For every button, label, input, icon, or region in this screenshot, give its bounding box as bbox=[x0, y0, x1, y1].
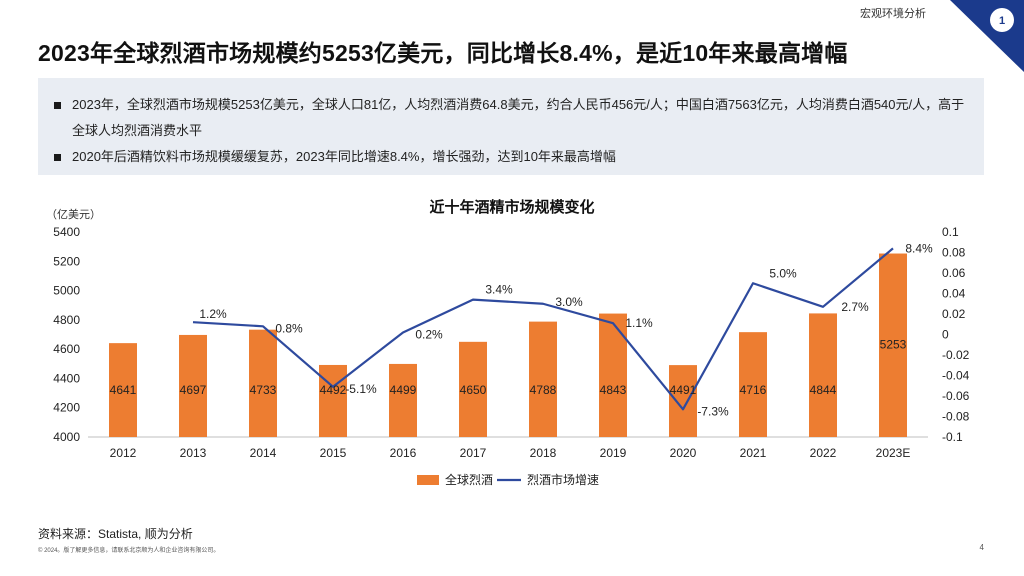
summary-bullet-1: 2023年，全球烈酒市场规模5253亿美元，全球人口81亿，人均烈酒消费64.8… bbox=[54, 92, 966, 144]
y-tick-label-7: 5400 bbox=[53, 225, 80, 239]
y2-tick-label-4: -0.02 bbox=[942, 348, 970, 362]
bar-value-label-2016: 4499 bbox=[390, 383, 417, 397]
bar-2018 bbox=[529, 321, 557, 437]
x-tick-label-11: 2023E bbox=[876, 446, 911, 460]
bar-value-label-2012: 4641 bbox=[110, 383, 137, 397]
bar-2022 bbox=[809, 313, 837, 437]
y2-tick-label-10: 0.1 bbox=[942, 225, 959, 239]
badge-circle bbox=[990, 8, 1014, 32]
y-tick-label-3: 4600 bbox=[53, 342, 80, 356]
growth-line bbox=[192, 247, 894, 411]
y2-tick-label-8: 0.06 bbox=[942, 266, 966, 280]
y-tick-label-0: 4000 bbox=[53, 430, 80, 444]
x-tick-label-7: 2019 bbox=[600, 446, 627, 460]
x-tick-label-2: 2014 bbox=[250, 446, 277, 460]
bar-value-label-2015: 4492 bbox=[320, 383, 347, 397]
page-corner-badge: 1 bbox=[950, 0, 1024, 72]
bar-2017 bbox=[459, 341, 487, 437]
legend-swatch-bar bbox=[417, 475, 439, 485]
legend-label-bar: 全球烈酒 bbox=[445, 472, 493, 487]
bar-value-label-2021: 4716 bbox=[740, 383, 767, 397]
y2-tick-label-6: 0.02 bbox=[942, 307, 966, 321]
summary-bullet-2: 2020年后酒精饮料市场规模缓缓复苏，2023年同比增速8.4%，增长强劲，达到… bbox=[54, 144, 966, 170]
bar-2016 bbox=[389, 363, 417, 437]
bar-2019 bbox=[599, 313, 627, 437]
copyright-note: © 2024。版了解更多信息，请联系北京顺为人和企业咨询有限公司。 bbox=[38, 548, 220, 554]
bar-value-label-2013: 4697 bbox=[180, 383, 207, 397]
bar-value-label-2014: 4733 bbox=[250, 383, 277, 397]
y2-tick-label-3: -0.04 bbox=[942, 369, 970, 383]
growth-value-label-2019: 1.1% bbox=[625, 316, 653, 330]
bar-value-label-2019: 4843 bbox=[600, 383, 627, 397]
x-tick-label-0: 2012 bbox=[110, 446, 137, 460]
x-tick-label-10: 2022 bbox=[810, 446, 837, 460]
y2-tick-label-1: -0.08 bbox=[942, 410, 970, 424]
growth-value-label-2014: 0.8% bbox=[275, 321, 303, 335]
bar-value-label-2018: 4788 bbox=[530, 383, 557, 397]
y-tick-label-5: 5000 bbox=[53, 284, 80, 298]
y2-tick-label-0: -0.1 bbox=[942, 430, 963, 444]
bar-2012 bbox=[109, 343, 137, 437]
growth-value-label-2016: 0.2% bbox=[415, 327, 443, 341]
bar-2020 bbox=[669, 365, 697, 437]
growth-value-label-2021: 5.0% bbox=[769, 266, 797, 280]
y2-tick-label-7: 0.04 bbox=[942, 287, 966, 301]
y2-tick-label-2: -0.06 bbox=[942, 389, 970, 403]
y-tick-label-6: 5200 bbox=[53, 254, 80, 268]
bar-value-label-2023E: 5253 bbox=[880, 338, 907, 352]
bar-2014 bbox=[249, 329, 277, 437]
y-tick-label-4: 4800 bbox=[53, 313, 80, 327]
bar-2015 bbox=[319, 364, 347, 437]
growth-value-label-2017: 3.4% bbox=[485, 283, 513, 297]
source-note: 资料来源：Statista, 顺为分析 bbox=[38, 527, 193, 541]
growth-value-label-2022: 2.7% bbox=[841, 300, 869, 314]
x-tick-label-3: 2015 bbox=[320, 446, 347, 460]
x-tick-label-9: 2021 bbox=[740, 446, 767, 460]
bar-value-label-2017: 4650 bbox=[460, 383, 487, 397]
x-tick-label-8: 2020 bbox=[670, 446, 697, 460]
x-tick-label-1: 2013 bbox=[180, 446, 207, 460]
growth-value-label-2015: -5.1% bbox=[345, 382, 377, 396]
y-axis-unit: （亿美元） bbox=[46, 209, 101, 221]
legend-label-line: 烈酒市场增速 bbox=[527, 472, 599, 487]
summary-panel: 2023年，全球烈酒市场规模5253亿美元，全球人口81亿，人均烈酒消费64.8… bbox=[38, 78, 984, 175]
growth-value-label-2018: 3.0% bbox=[555, 295, 583, 309]
bar-value-label-2022: 4844 bbox=[810, 383, 837, 397]
x-tick-label-4: 2016 bbox=[390, 446, 417, 460]
y-tick-label-2: 4400 bbox=[53, 371, 80, 385]
page-title: 2023年全球烈酒市场规模约5253亿美元，同比增长8.4%，是近10年来最高增… bbox=[38, 40, 848, 66]
bar-2013 bbox=[179, 334, 207, 437]
page-badge-number: 1 bbox=[999, 15, 1005, 27]
growth-value-label-2020: -7.3% bbox=[697, 404, 729, 418]
y2-tick-label-9: 0.08 bbox=[942, 246, 966, 260]
growth-value-label-2013: 1.2% bbox=[199, 307, 227, 321]
bar-value-label-2020: 4491 bbox=[670, 383, 697, 397]
bar-2021 bbox=[739, 332, 767, 437]
y2-tick-label-5: 0 bbox=[942, 328, 949, 342]
x-tick-label-6: 2018 bbox=[530, 446, 557, 460]
growth-value-label-2023E: 8.4% bbox=[905, 241, 933, 255]
bar-2023E bbox=[879, 253, 907, 437]
chart-title: 近十年酒精市场规模变化 bbox=[429, 199, 595, 216]
y-tick-label-1: 4200 bbox=[53, 401, 80, 415]
x-tick-label-5: 2017 bbox=[460, 446, 487, 460]
page-number: 4 bbox=[979, 543, 984, 552]
section-label: 宏观环境分析 bbox=[860, 8, 926, 20]
